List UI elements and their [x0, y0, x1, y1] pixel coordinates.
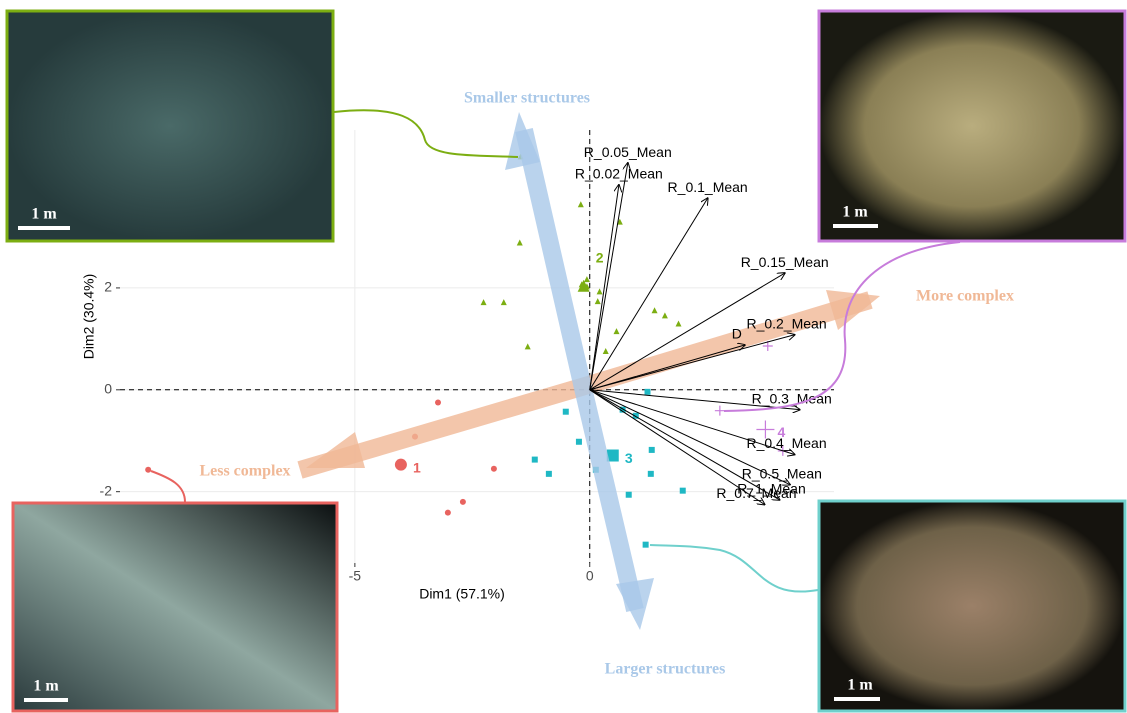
point	[577, 279, 590, 292]
point	[616, 218, 623, 225]
group-label: 3	[625, 450, 633, 466]
point	[613, 328, 620, 335]
point	[619, 406, 626, 413]
loading-vector	[589, 389, 765, 505]
arrow-head	[616, 578, 654, 630]
point	[435, 399, 442, 406]
vector-label: R_0.5_Mean	[742, 465, 822, 481]
photo-inset	[817, 9, 1127, 243]
point	[545, 470, 552, 477]
x-axis-label: Dim1 (57.1%)	[419, 586, 505, 602]
annotation: Less complex	[199, 463, 290, 480]
loading-vector	[589, 185, 619, 390]
scale-label: 1 m	[847, 677, 873, 694]
vector-label: R_0.1_Mean	[668, 179, 748, 195]
vector-label: R_0.3_Mean	[752, 390, 832, 406]
vector-label: R_0.02_Mean	[575, 166, 663, 182]
point	[625, 491, 632, 498]
point	[394, 458, 407, 471]
point	[675, 320, 682, 327]
point	[575, 438, 582, 445]
vector-label: R_0.4_Mean	[746, 435, 826, 451]
point	[444, 509, 451, 516]
insets: 1 m 1 m 1 m 1 m	[5, 9, 1127, 713]
point	[500, 299, 507, 306]
arrow-head	[306, 432, 365, 468]
vector-label: R_0.2_Mean	[746, 315, 826, 331]
point	[679, 487, 686, 494]
point	[651, 307, 658, 314]
y-tick-label: -2	[100, 482, 113, 498]
size-axis	[515, 127, 644, 613]
point	[145, 466, 152, 473]
loading-vector	[589, 389, 780, 500]
point	[594, 298, 601, 305]
loading-vector	[589, 335, 795, 391]
point	[490, 465, 497, 472]
point	[562, 408, 569, 415]
point	[642, 541, 649, 548]
y-tick-label: 0	[104, 381, 112, 397]
vector-label: R_1_Mean	[737, 481, 806, 497]
loading-vector	[589, 345, 745, 391]
point	[531, 456, 538, 463]
point	[762, 340, 773, 351]
scale-label: 1 m	[33, 678, 59, 695]
connector	[333, 109, 519, 158]
point	[583, 276, 590, 283]
point	[756, 420, 775, 439]
group-label: 2	[596, 250, 604, 266]
point	[647, 470, 654, 477]
annotation: Smaller structures	[464, 90, 590, 107]
loading-vector	[589, 389, 790, 485]
interpretation-arrows: Less complex More complex Smaller struct…	[199, 90, 1014, 678]
loading-vector	[589, 389, 795, 455]
point	[644, 388, 651, 395]
point	[524, 343, 531, 350]
connector	[723, 241, 961, 412]
loading-vector	[589, 389, 800, 410]
point	[632, 412, 639, 419]
loading-vector	[589, 198, 708, 391]
loading-vector	[589, 273, 785, 391]
point	[459, 498, 466, 505]
y-axis-label: Dim2 (30.4%)	[81, 274, 97, 360]
y-tick-label: 2	[104, 279, 112, 295]
foreground: R_0.05_Mean R_0.02_Mean R_0.1_Mean R_0.15_M…	[575, 144, 832, 505]
scale-label: 1 m	[842, 204, 868, 221]
connector	[150, 470, 186, 503]
point	[648, 446, 655, 453]
vector-label: D	[732, 326, 742, 342]
point	[606, 449, 619, 462]
point	[577, 201, 584, 208]
point	[596, 288, 603, 295]
arrow-head	[505, 112, 540, 170]
point	[480, 299, 487, 306]
connector	[649, 544, 819, 593]
annotation: More complex	[916, 288, 1014, 305]
x-tick-label: -5	[349, 568, 362, 584]
vector-label: R_0.05_Mean	[584, 144, 672, 160]
point	[714, 405, 725, 416]
loading-vector	[589, 163, 628, 390]
photo-inset	[817, 499, 1127, 713]
arrow-head	[826, 290, 880, 330]
group-label: 4	[778, 424, 786, 440]
point	[602, 347, 609, 354]
point	[661, 312, 668, 319]
x-tick-label: 0	[586, 568, 594, 584]
point	[516, 239, 523, 246]
vector-label: R_0.15_Mean	[741, 254, 829, 270]
photo-inset	[11, 501, 339, 713]
group-label: 1	[413, 459, 421, 475]
scale-label: 1 m	[31, 206, 57, 223]
photo-inset	[5, 9, 335, 243]
annotation: Larger structures	[605, 661, 726, 678]
